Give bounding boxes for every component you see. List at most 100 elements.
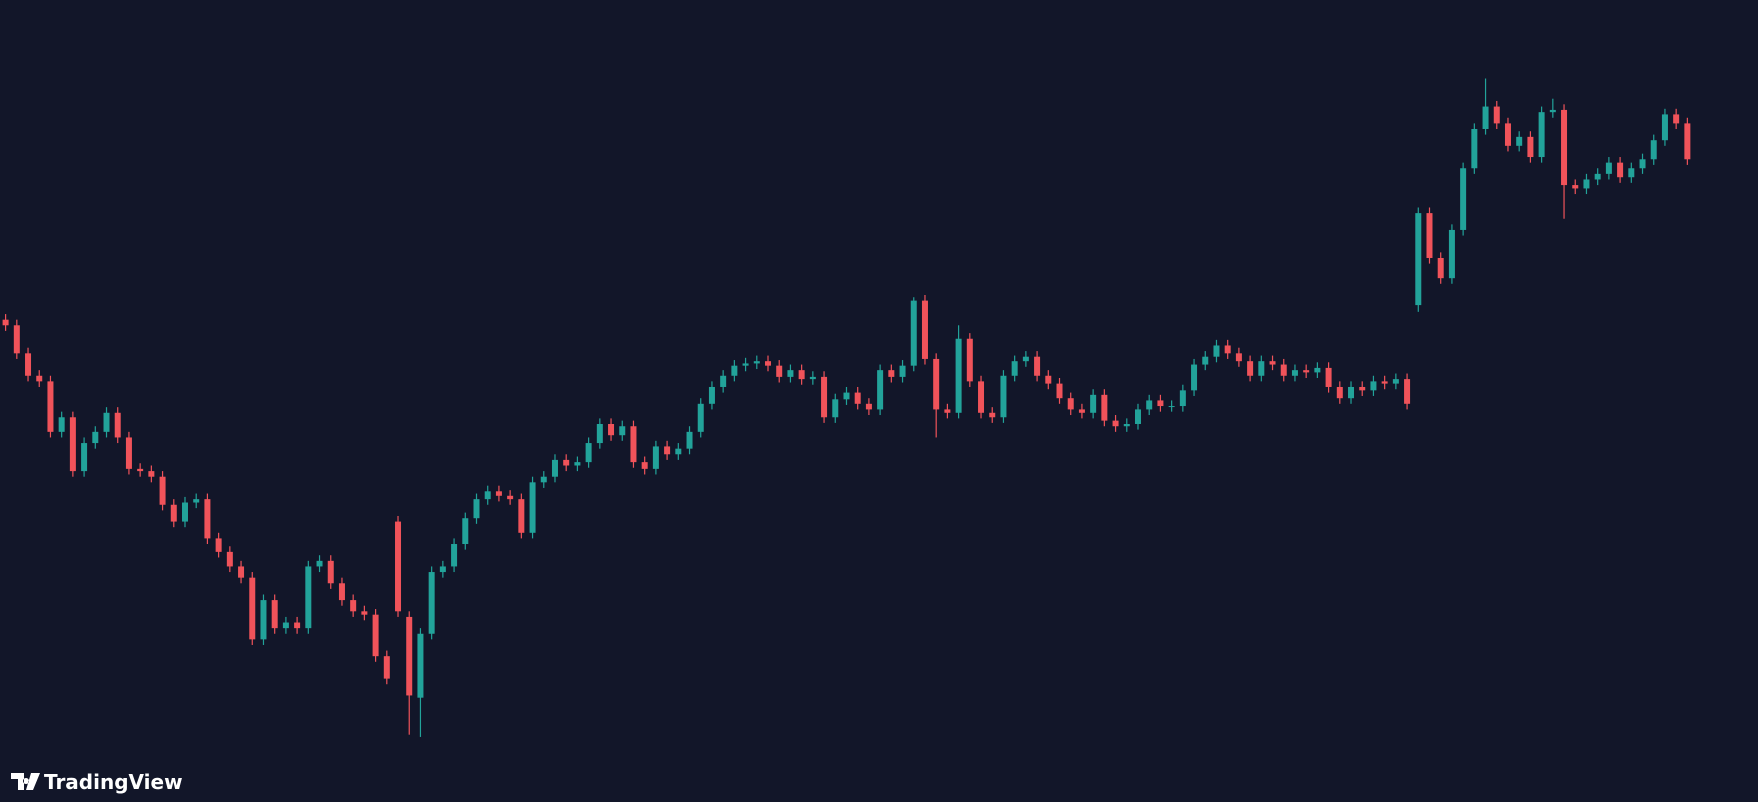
candle-body — [1527, 136, 1534, 158]
candle-body — [1348, 386, 1355, 399]
candle-body — [1370, 381, 1377, 391]
candle-body — [540, 476, 547, 483]
candle-body — [1011, 361, 1018, 376]
candle-body — [1112, 420, 1119, 427]
candle-body — [686, 431, 693, 449]
candle-body — [731, 365, 738, 376]
candle-body — [1673, 114, 1680, 124]
candle-body — [1280, 364, 1287, 376]
candle-body — [1134, 409, 1141, 424]
candle-body — [1628, 168, 1635, 178]
candle-body — [338, 583, 345, 601]
candle-body — [1067, 398, 1074, 410]
candle-body — [92, 431, 99, 444]
candle-body — [1157, 400, 1164, 407]
candle-body — [1661, 114, 1668, 141]
candle-body — [1437, 257, 1444, 279]
candle-body — [249, 577, 256, 640]
candle-body — [451, 544, 458, 567]
candle-body — [305, 566, 312, 629]
candle-body — [630, 426, 637, 463]
candle-body — [865, 403, 872, 410]
candle-body — [664, 446, 671, 455]
candle-body — [1078, 409, 1085, 413]
candle-body — [1123, 423, 1130, 427]
candle-body — [1617, 162, 1624, 178]
candle-body — [1168, 406, 1175, 408]
candle-body — [507, 495, 514, 500]
candle-body — [596, 423, 603, 444]
candle-body — [395, 521, 402, 612]
candle-body — [1213, 345, 1220, 357]
candle-body — [484, 491, 491, 500]
candle-body — [417, 633, 424, 698]
candle-body — [1482, 106, 1489, 129]
candle-body — [1101, 394, 1108, 421]
candle-body — [529, 482, 536, 533]
candle-body — [675, 448, 682, 455]
candle-body — [933, 358, 940, 410]
candle-body — [114, 412, 121, 438]
candle-body — [1056, 383, 1063, 399]
candle-body — [69, 417, 76, 472]
watermark-logo: TradingView — [11, 770, 183, 794]
candle-body — [1549, 109, 1556, 113]
candle-body — [955, 338, 962, 413]
candle-body — [1325, 367, 1332, 387]
candle-body — [383, 656, 390, 679]
candle-body — [1594, 173, 1601, 180]
watermark[interactable]: TradingView — [44, 770, 183, 794]
candle-body — [1247, 361, 1254, 376]
candle-body — [260, 600, 267, 640]
candle-body — [47, 381, 54, 432]
candle-body — [1639, 159, 1646, 169]
candle-body — [899, 365, 906, 377]
candle-body — [574, 462, 581, 466]
candle-body — [821, 376, 828, 418]
candle-body — [372, 614, 379, 657]
candle-body — [1224, 345, 1231, 354]
candle-body — [966, 338, 973, 382]
candle-body — [1202, 356, 1209, 365]
candle-body — [294, 622, 301, 629]
candle-body — [103, 412, 110, 432]
candle-body — [271, 600, 278, 629]
candle-body — [1415, 213, 1422, 306]
candle-body — [910, 300, 917, 366]
candle-body — [585, 443, 592, 463]
candle-body — [282, 622, 289, 629]
candle-body — [462, 518, 469, 545]
candle-body — [1493, 106, 1500, 124]
candle-body — [563, 459, 570, 466]
candle-body — [978, 381, 985, 413]
candle-body — [1090, 394, 1097, 413]
candle-body — [1504, 123, 1511, 146]
candle-body — [1303, 370, 1310, 373]
candle-body — [58, 417, 65, 432]
candles — [2, 78, 1691, 737]
candle-body — [641, 462, 648, 469]
candle-body — [518, 499, 525, 533]
candle-body — [776, 365, 783, 377]
candle-body — [238, 566, 245, 578]
candle-body — [36, 375, 43, 382]
candle-body — [1359, 386, 1366, 391]
candle-body — [159, 476, 166, 505]
candle-body — [798, 370, 805, 380]
candle-body — [753, 361, 760, 364]
candle-body — [1583, 179, 1590, 189]
candle-body — [81, 443, 88, 472]
candle-body — [1448, 229, 1455, 279]
candle-body — [1650, 140, 1657, 160]
candle-body — [193, 499, 200, 503]
candle-body — [888, 370, 895, 377]
candle-body — [125, 437, 132, 469]
candle-body — [708, 386, 715, 404]
candle-body — [1460, 168, 1467, 230]
candle-body — [1605, 162, 1612, 174]
candle-body — [439, 566, 446, 573]
logo-icon — [11, 773, 40, 790]
candle-body — [137, 468, 144, 472]
